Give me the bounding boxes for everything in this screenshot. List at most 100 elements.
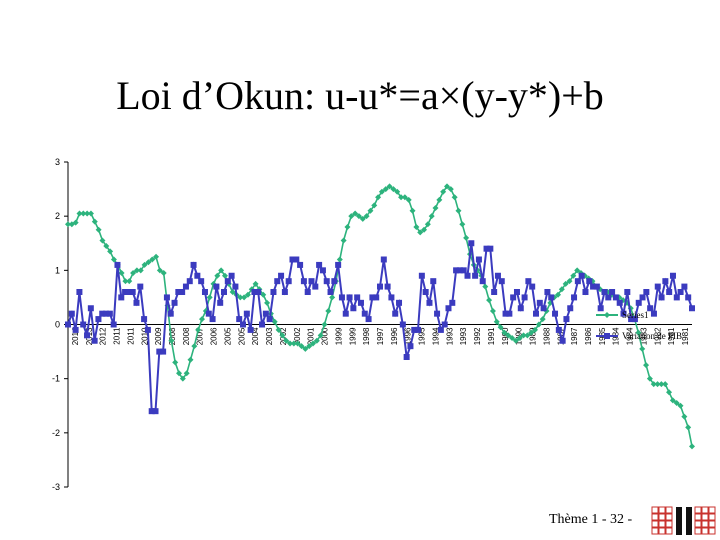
data-point [255, 289, 262, 295]
x-tick-label: 1981 [681, 327, 690, 345]
x-tick-label: 1981 [667, 327, 676, 345]
data-point [639, 345, 646, 352]
logo-cell [665, 520, 673, 528]
data-point [491, 289, 498, 295]
data-point [228, 272, 235, 279]
data-point [559, 337, 566, 344]
data-point [673, 400, 680, 407]
data-point [80, 210, 87, 217]
x-tick-label: 1992 [473, 327, 482, 345]
data-point [354, 294, 361, 301]
data-point [172, 359, 179, 366]
data-point [141, 261, 148, 268]
x-tick-label: 1983 [639, 327, 648, 345]
logo-cell [694, 520, 702, 528]
data-point [593, 283, 600, 290]
data-point [187, 356, 194, 363]
data-point [396, 299, 403, 306]
x-tick-label: 1996 [390, 327, 399, 345]
data-point [259, 321, 266, 328]
x-tick-label: 1994 [431, 327, 440, 345]
logo-cell [658, 513, 666, 521]
logo-cell [701, 513, 709, 521]
legend-label: Variation de PIB [622, 331, 682, 341]
data-point [624, 289, 631, 295]
data-point [122, 289, 129, 295]
legend-swatch-marker [604, 333, 610, 339]
data-point [390, 186, 397, 193]
data-point [512, 337, 519, 344]
data-point [453, 267, 460, 274]
data-point [378, 188, 385, 195]
data-point [441, 321, 448, 328]
x-tick-label: 1996 [404, 327, 413, 345]
x-tick-label: 1998 [362, 327, 371, 345]
data-point [348, 213, 355, 220]
data-point [300, 278, 307, 285]
data-point [566, 278, 573, 285]
data-point [677, 402, 684, 409]
data-point [186, 278, 193, 285]
data-point [666, 389, 673, 396]
data-point [137, 267, 144, 274]
data-point [198, 278, 205, 285]
data-point [562, 280, 569, 287]
data-point [650, 310, 657, 317]
logo-cell [651, 527, 659, 535]
x-tick-label: 2006 [210, 327, 219, 345]
data-point [209, 316, 216, 323]
x-tick-label: 1989 [529, 327, 538, 345]
data-point [217, 299, 224, 306]
data-point [459, 221, 466, 228]
data-point [616, 299, 623, 306]
data-point [681, 283, 688, 290]
data-point [167, 310, 174, 317]
data-point [658, 381, 665, 388]
data-point [361, 310, 368, 317]
x-tick-label: 2010 [140, 327, 149, 345]
data-point [535, 321, 542, 328]
data-point [509, 335, 516, 342]
data-point [421, 226, 428, 233]
data-point [555, 326, 562, 333]
data-point [367, 207, 374, 214]
data-point [570, 272, 577, 279]
data-point [403, 354, 410, 360]
data-point [87, 210, 94, 217]
data-point [65, 221, 71, 228]
data-point [631, 316, 638, 323]
data-point [582, 289, 589, 295]
data-point [160, 270, 167, 277]
x-tick-label: 2014 [71, 327, 80, 345]
slide-footer: Thème 1 - 32 - [549, 512, 633, 527]
data-point [308, 278, 315, 285]
data-point [398, 194, 405, 201]
data-point [513, 289, 520, 295]
data-point [426, 299, 433, 306]
data-point [260, 291, 267, 298]
data-point [524, 332, 531, 339]
series-path [67, 243, 693, 413]
data-point [126, 278, 133, 285]
data-point [574, 278, 581, 285]
data-point [266, 316, 273, 323]
data-point [179, 375, 186, 382]
data-point [247, 326, 254, 333]
data-point [252, 280, 259, 287]
data-point [289, 256, 296, 263]
slide-title: Loi d’Okun: u-u*=a×(y-y*)+b [116, 73, 604, 118]
data-point [384, 283, 391, 290]
data-point [601, 289, 608, 295]
data-point [183, 370, 190, 377]
data-point [456, 267, 463, 274]
x-tick-label: 1984 [626, 327, 635, 345]
data-point [681, 413, 688, 420]
logo-cell [658, 506, 666, 514]
data-point [620, 310, 627, 317]
data-point [194, 272, 201, 279]
data-point [244, 291, 251, 298]
data-point [355, 213, 362, 220]
data-point [552, 310, 559, 317]
data-point [176, 370, 183, 377]
data-point [529, 283, 536, 290]
